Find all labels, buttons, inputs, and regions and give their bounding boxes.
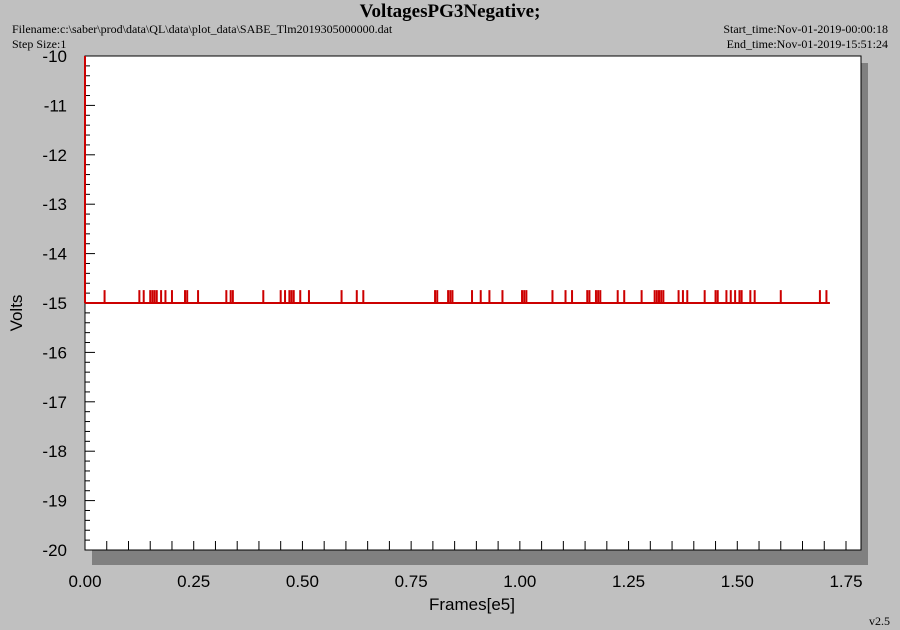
x-tick-label: 1.25	[612, 572, 645, 591]
y-axis-tick-labels: -10 -11 -12 -13 -14 -15 -16 -17 -18 -19 -20	[42, 47, 67, 560]
minor-ticks	[85, 55, 847, 551]
end-time-label: End_time:Nov-01-2019-15:51:24	[726, 37, 888, 51]
y-tick-label: -19	[42, 492, 67, 511]
x-tick-label: 1.75	[829, 572, 862, 591]
version-label: v2.5	[869, 614, 890, 628]
y-tick-label: -15	[42, 294, 67, 313]
y-tick-label: -16	[42, 343, 67, 362]
x-tick-label: 0.75	[395, 572, 428, 591]
y-tick-label: -17	[42, 393, 67, 412]
x-tick-label: 1.00	[503, 572, 536, 591]
y-tick-label: -14	[42, 245, 67, 264]
y-tick-label: -12	[42, 146, 67, 165]
x-tick-label: 0.25	[177, 572, 210, 591]
y-tick-label: -13	[42, 195, 67, 214]
y-axis-title: Volts	[7, 295, 26, 332]
x-axis-title: Frames[e5]	[429, 595, 515, 614]
x-axis-tick-labels: 0.00 0.25 0.50 0.75 1.00 1.25 1.50 1.75	[68, 572, 862, 591]
step-size-label: Step Size:1	[12, 37, 67, 51]
y-tick-label: -20	[42, 541, 67, 560]
filename-label: Filename:c:\saber\prod\data\QL\data\plot…	[12, 22, 393, 36]
y-tick-label: -18	[42, 442, 67, 461]
start-time-label: Start_time:Nov-01-2019-00:00:18	[723, 22, 888, 36]
series-marks	[84, 56, 830, 304]
y-tick-label: -10	[42, 47, 67, 66]
x-tick-label: 0.00	[68, 572, 101, 591]
x-tick-label: 1.50	[721, 572, 754, 591]
x-tick-label: 0.50	[286, 572, 319, 591]
chart-title: VoltagesPG3Negative;	[359, 1, 541, 22]
y-tick-label: -11	[44, 96, 67, 115]
